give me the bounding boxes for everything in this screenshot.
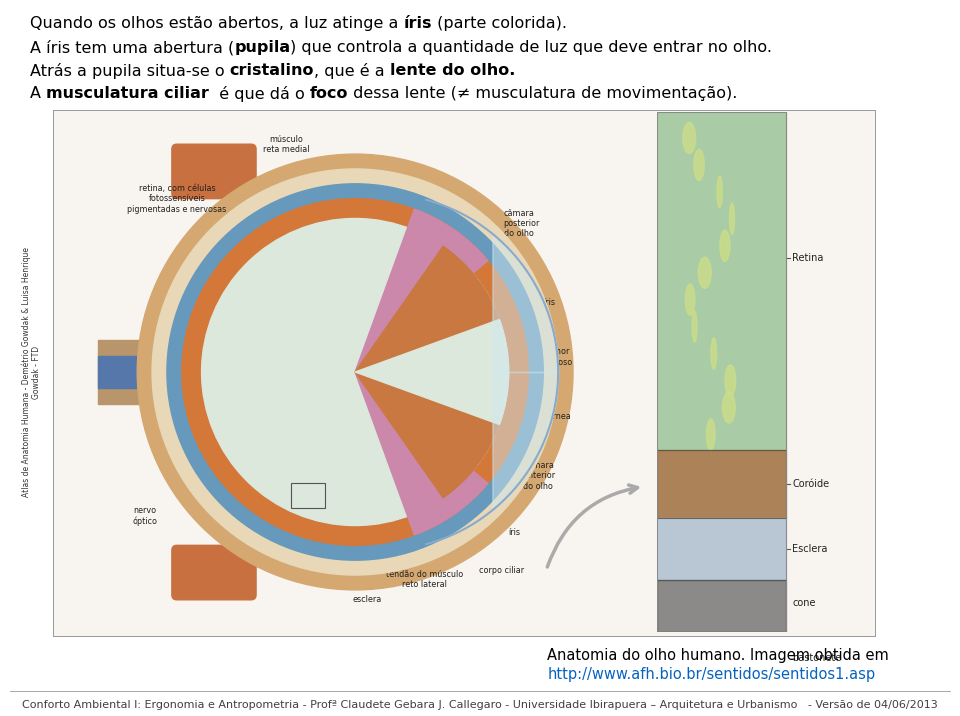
Text: Conforto Ambiental I: Ergonomia e Antropometria - Profª Claudete Gebara J. Calle: Conforto Ambiental I: Ergonomia e Antrop… [22,700,938,710]
FancyArrowPatch shape [547,485,637,567]
Text: ponto cego
(saída do
nervo óptico): ponto cego (saída do nervo óptico) [229,456,283,486]
Text: Coróide: Coróide [792,479,829,489]
Text: Esclera: Esclera [792,543,828,553]
Text: musculatura ciliar: musculatura ciliar [46,86,209,101]
Ellipse shape [711,338,716,369]
Text: corpo ciliar: corpo ciliar [479,566,524,575]
Bar [291,483,325,508]
Text: pupila: pupila [234,40,290,55]
Text: Atrás a pupila situa-se o: Atrás a pupila situa-se o [30,63,229,79]
Text: tendão do músculo
reto lateral: tendão do músculo reto lateral [386,570,463,589]
Wedge shape [355,372,499,498]
FancyBboxPatch shape [172,546,256,600]
Bar [98,340,152,405]
Text: córnea: córnea [543,412,571,421]
Circle shape [181,198,528,546]
Text: íris: íris [509,528,520,538]
Ellipse shape [723,392,735,423]
Text: é que dá o: é que dá o [209,86,310,102]
Ellipse shape [685,284,695,315]
Text: Anatomia do olho humano. Imagem obtida em: Anatomia do olho humano. Imagem obtida e… [547,648,894,663]
Text: nervo
óptico: nervo óptico [132,505,157,526]
Wedge shape [355,209,488,372]
Ellipse shape [692,311,697,342]
Text: dessa lente (≠ musculatura de movimentação).: dessa lente (≠ musculatura de movimentaç… [348,86,737,101]
Text: retina, com células
fotossensíveis
pigmentadas e nervosas: retina, com células fotossensíveis pigme… [127,184,227,213]
Circle shape [202,218,509,526]
Text: corpo víreo: corpo víreo [345,392,391,401]
Text: cone: cone [792,599,816,609]
Text: lente do olho.: lente do olho. [390,63,516,78]
Text: bastonete: bastonete [792,653,842,663]
Text: foco: foco [310,86,348,101]
Text: A íris tem uma abertura (: A íris tem uma abertura ( [30,40,234,56]
Ellipse shape [707,419,715,450]
Text: , que é a: , que é a [314,63,390,79]
Text: músculo
reta medial: músculo reta medial [262,135,309,154]
Bar [657,518,786,580]
Text: câmara
anterior
do olho: câmara anterior do olho [523,461,556,491]
Ellipse shape [730,203,734,234]
Text: esclera: esclera [353,595,382,604]
Text: (parte colorida).: (parte colorida). [432,16,567,31]
Text: câmara
posterior
do olho: câmara posterior do olho [504,208,540,238]
Ellipse shape [698,257,711,289]
Bar [657,450,786,518]
Bar [657,112,786,450]
Bar [657,112,786,632]
Circle shape [137,154,573,590]
Ellipse shape [694,150,705,180]
Text: Atlas de Anatomia Humana - Demétrio Gowdak & Luisa Henrique
Gowdak - FTD: Atlas de Anatomia Humana - Demétrio Gowd… [21,247,41,497]
Wedge shape [355,372,488,535]
Ellipse shape [720,230,730,261]
Text: coróide: coróide [211,258,241,268]
Text: humor
aquoso: humor aquoso [543,347,572,367]
Text: A: A [30,86,46,101]
Text: íris: íris [403,16,432,31]
Ellipse shape [385,320,434,424]
Bar [657,580,786,632]
Circle shape [152,169,558,575]
Text: Quando os olhos estão abertos, a luz atinge a: Quando os olhos estão abertos, a luz ati… [30,16,403,31]
Ellipse shape [683,122,696,154]
Ellipse shape [717,176,722,208]
Ellipse shape [725,365,735,396]
Text: esclera: esclera [178,318,206,327]
Text: íris: íris [543,298,555,307]
Text: ) que controla a quantidade de luz que deve entrar no olho.: ) que controla a quantidade de luz que d… [290,40,773,55]
Text: lente (cristalino): lente (cristalino) [387,496,452,505]
Text: http://www.afh.bio.br/sentidos/sentidos1.asp: http://www.afh.bio.br/sentidos/sentidos1… [547,667,876,682]
FancyBboxPatch shape [172,144,256,198]
Text: cristalino: cristalino [229,63,314,78]
Bar [98,356,152,388]
Wedge shape [355,319,509,425]
Circle shape [167,184,543,560]
Wedge shape [355,246,499,372]
Text: Retina: Retina [792,253,824,263]
Text: fóvea
central: fóvea central [297,511,324,531]
